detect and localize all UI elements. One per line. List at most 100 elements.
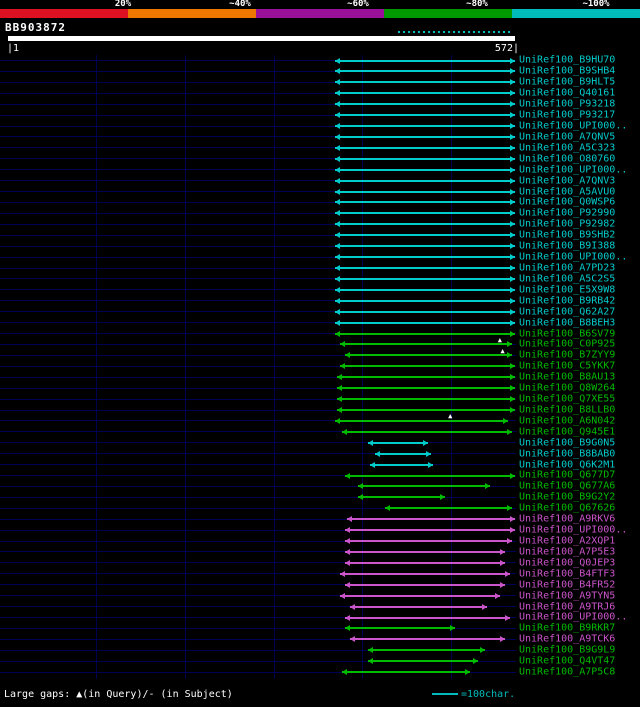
hit-label[interactable]: UniRef100_A2XQP1 (519, 535, 616, 547)
hit-label[interactable]: UniRef100_A7QNV5 (519, 131, 616, 143)
hit-bar[interactable] (340, 592, 500, 599)
hit-label[interactable]: UniRef100_B9I388 (519, 240, 616, 252)
hit-label[interactable]: UniRef100_A7PD23 (519, 262, 616, 274)
hit-label[interactable]: UniRef100_A7QNV3 (519, 175, 616, 187)
hit-label[interactable]: UniRef100_P92982 (519, 218, 616, 230)
hit-label[interactable]: UniRef100_UPI000.. (519, 120, 628, 132)
hit-label[interactable]: UniRef100_A5C2S5 (519, 273, 616, 285)
hit-bar[interactable] (340, 341, 513, 348)
hit-label[interactable]: UniRef100_UPI000.. (519, 251, 628, 263)
hit-bar[interactable] (367, 647, 485, 654)
hit-label[interactable]: UniRef100_A7P5C8 (519, 666, 616, 678)
hit-bar[interactable] (334, 232, 515, 239)
hit-label[interactable]: UniRef100_B9HU70 (519, 54, 616, 66)
hit-bar[interactable] (334, 297, 515, 304)
hit-label[interactable]: UniRef100_E5X9W8 (519, 284, 616, 296)
hit-label[interactable]: UniRef100_Q62A27 (519, 306, 616, 318)
hit-bar[interactable] (336, 407, 515, 413)
hit-label[interactable]: UniRef100_Q945E1 (519, 426, 616, 438)
hit-label[interactable]: UniRef100_B9G9L9 (519, 644, 616, 656)
hit-bar[interactable] (385, 505, 513, 512)
hit-bar[interactable] (347, 516, 515, 523)
hit-label[interactable]: UniRef100_A5AVU0 (519, 186, 616, 198)
hit-bar[interactable] (334, 166, 515, 173)
hit-label[interactable]: UniRef100_Q40161 (519, 87, 616, 99)
hit-bar[interactable] (345, 614, 510, 621)
hit-bar[interactable] (334, 265, 515, 272)
hit-bar[interactable] (334, 68, 515, 75)
hit-bar[interactable] (334, 243, 515, 250)
hit-label[interactable]: UniRef100_B9RB42 (519, 295, 616, 307)
hit-bar[interactable] (334, 90, 515, 97)
hit-bar[interactable] (334, 177, 515, 184)
hit-label[interactable]: UniRef100_Q7XE55 (519, 393, 616, 405)
hit-label[interactable]: UniRef100_O80760 (519, 153, 616, 165)
hit-bar[interactable] (334, 319, 515, 326)
hit-bar[interactable] (334, 101, 515, 108)
hit-bar[interactable] (336, 385, 515, 392)
hit-label[interactable]: UniRef100_A9TYN5 (519, 590, 616, 602)
hit-bar[interactable] (334, 275, 515, 282)
hit-bar[interactable] (334, 308, 515, 315)
hit-bar[interactable] (345, 352, 513, 359)
hit-bar[interactable] (341, 428, 513, 435)
hit-label[interactable]: UniRef100_Q67626 (519, 502, 616, 514)
hit-bar[interactable] (340, 570, 510, 577)
hit-bar[interactable] (334, 144, 515, 151)
hit-label[interactable]: UniRef100_B8LLB0 (519, 404, 616, 416)
hit-label[interactable]: UniRef100_A5C323 (519, 142, 616, 154)
hit-label[interactable]: UniRef100_B8AU13 (519, 371, 616, 383)
hit-bar[interactable] (345, 625, 455, 632)
hit-label[interactable]: UniRef100_B9SHB4 (519, 65, 616, 77)
hit-label[interactable]: UniRef100_P92990 (519, 207, 616, 219)
hit-label[interactable]: UniRef100_Q8W264 (519, 382, 616, 394)
hit-bar[interactable] (334, 330, 515, 337)
hit-bar[interactable] (349, 636, 506, 643)
hit-label[interactable]: UniRef100_A6N042 (519, 415, 616, 427)
hit-bar[interactable] (334, 133, 515, 140)
hit-bar[interactable] (336, 396, 515, 403)
hit-bar[interactable] (345, 472, 515, 479)
hit-label[interactable]: UniRef100_B6SV79 (519, 328, 616, 339)
hit-bar[interactable] (334, 123, 515, 130)
hit-label[interactable]: UniRef100_B8BAB0 (519, 448, 616, 460)
hit-label[interactable]: UniRef100_B9G0N5 (519, 437, 616, 449)
hit-label[interactable]: UniRef100_A7P5E3 (519, 546, 616, 558)
hit-bar[interactable] (334, 79, 515, 86)
hit-label[interactable]: UniRef100_B9SHB2 (519, 229, 616, 241)
hit-bar[interactable] (370, 461, 434, 468)
hit-label[interactable]: UniRef100_B8BEH3 (519, 317, 616, 329)
hit-bar[interactable] (334, 188, 515, 195)
hit-bar[interactable] (345, 559, 506, 566)
hit-bar[interactable] (349, 603, 488, 610)
hit-label[interactable]: UniRef100_B9G2Y2 (519, 491, 616, 503)
hit-bar[interactable] (357, 483, 491, 490)
hit-label[interactable]: UniRef100_B4FTF3 (519, 568, 616, 580)
hit-bar[interactable] (345, 581, 506, 588)
hit-label[interactable]: UniRef100_Q6K2M1 (519, 459, 616, 471)
hit-bar[interactable] (341, 669, 470, 676)
hit-bar[interactable] (334, 254, 515, 261)
hit-bar[interactable] (345, 538, 513, 545)
hit-label[interactable]: UniRef100_Q0JEP3 (519, 557, 616, 569)
hit-label[interactable]: UniRef100_Q0WSP6 (519, 196, 616, 208)
hit-label[interactable]: UniRef100_A9TCK6 (519, 633, 616, 645)
hit-label[interactable]: UniRef100_C0P925 (519, 338, 616, 350)
hit-bar[interactable] (334, 417, 508, 424)
hit-bar[interactable] (374, 450, 431, 457)
hit-label[interactable]: UniRef100_B9RKR7 (519, 622, 616, 634)
hit-label[interactable]: UniRef100_P93217 (519, 109, 616, 121)
hit-bar[interactable] (340, 363, 515, 370)
hit-bar[interactable] (334, 210, 515, 217)
hit-bar[interactable] (334, 286, 515, 293)
hit-label[interactable]: UniRef100_B7ZYY9 (519, 349, 616, 361)
hit-bar[interactable] (367, 439, 428, 446)
hit-label[interactable]: UniRef100_UPI000.. (519, 164, 628, 176)
hit-label[interactable]: UniRef100_Q677A6 (519, 480, 616, 492)
hit-bar[interactable] (357, 494, 445, 501)
hit-label[interactable]: UniRef100_Q677D7 (519, 469, 616, 481)
hit-label[interactable]: UniRef100_UPI000.. (519, 524, 628, 536)
hit-bar[interactable] (345, 527, 515, 534)
hit-label[interactable]: UniRef100_C5YKK7 (519, 360, 616, 372)
hit-bar[interactable] (334, 57, 515, 64)
